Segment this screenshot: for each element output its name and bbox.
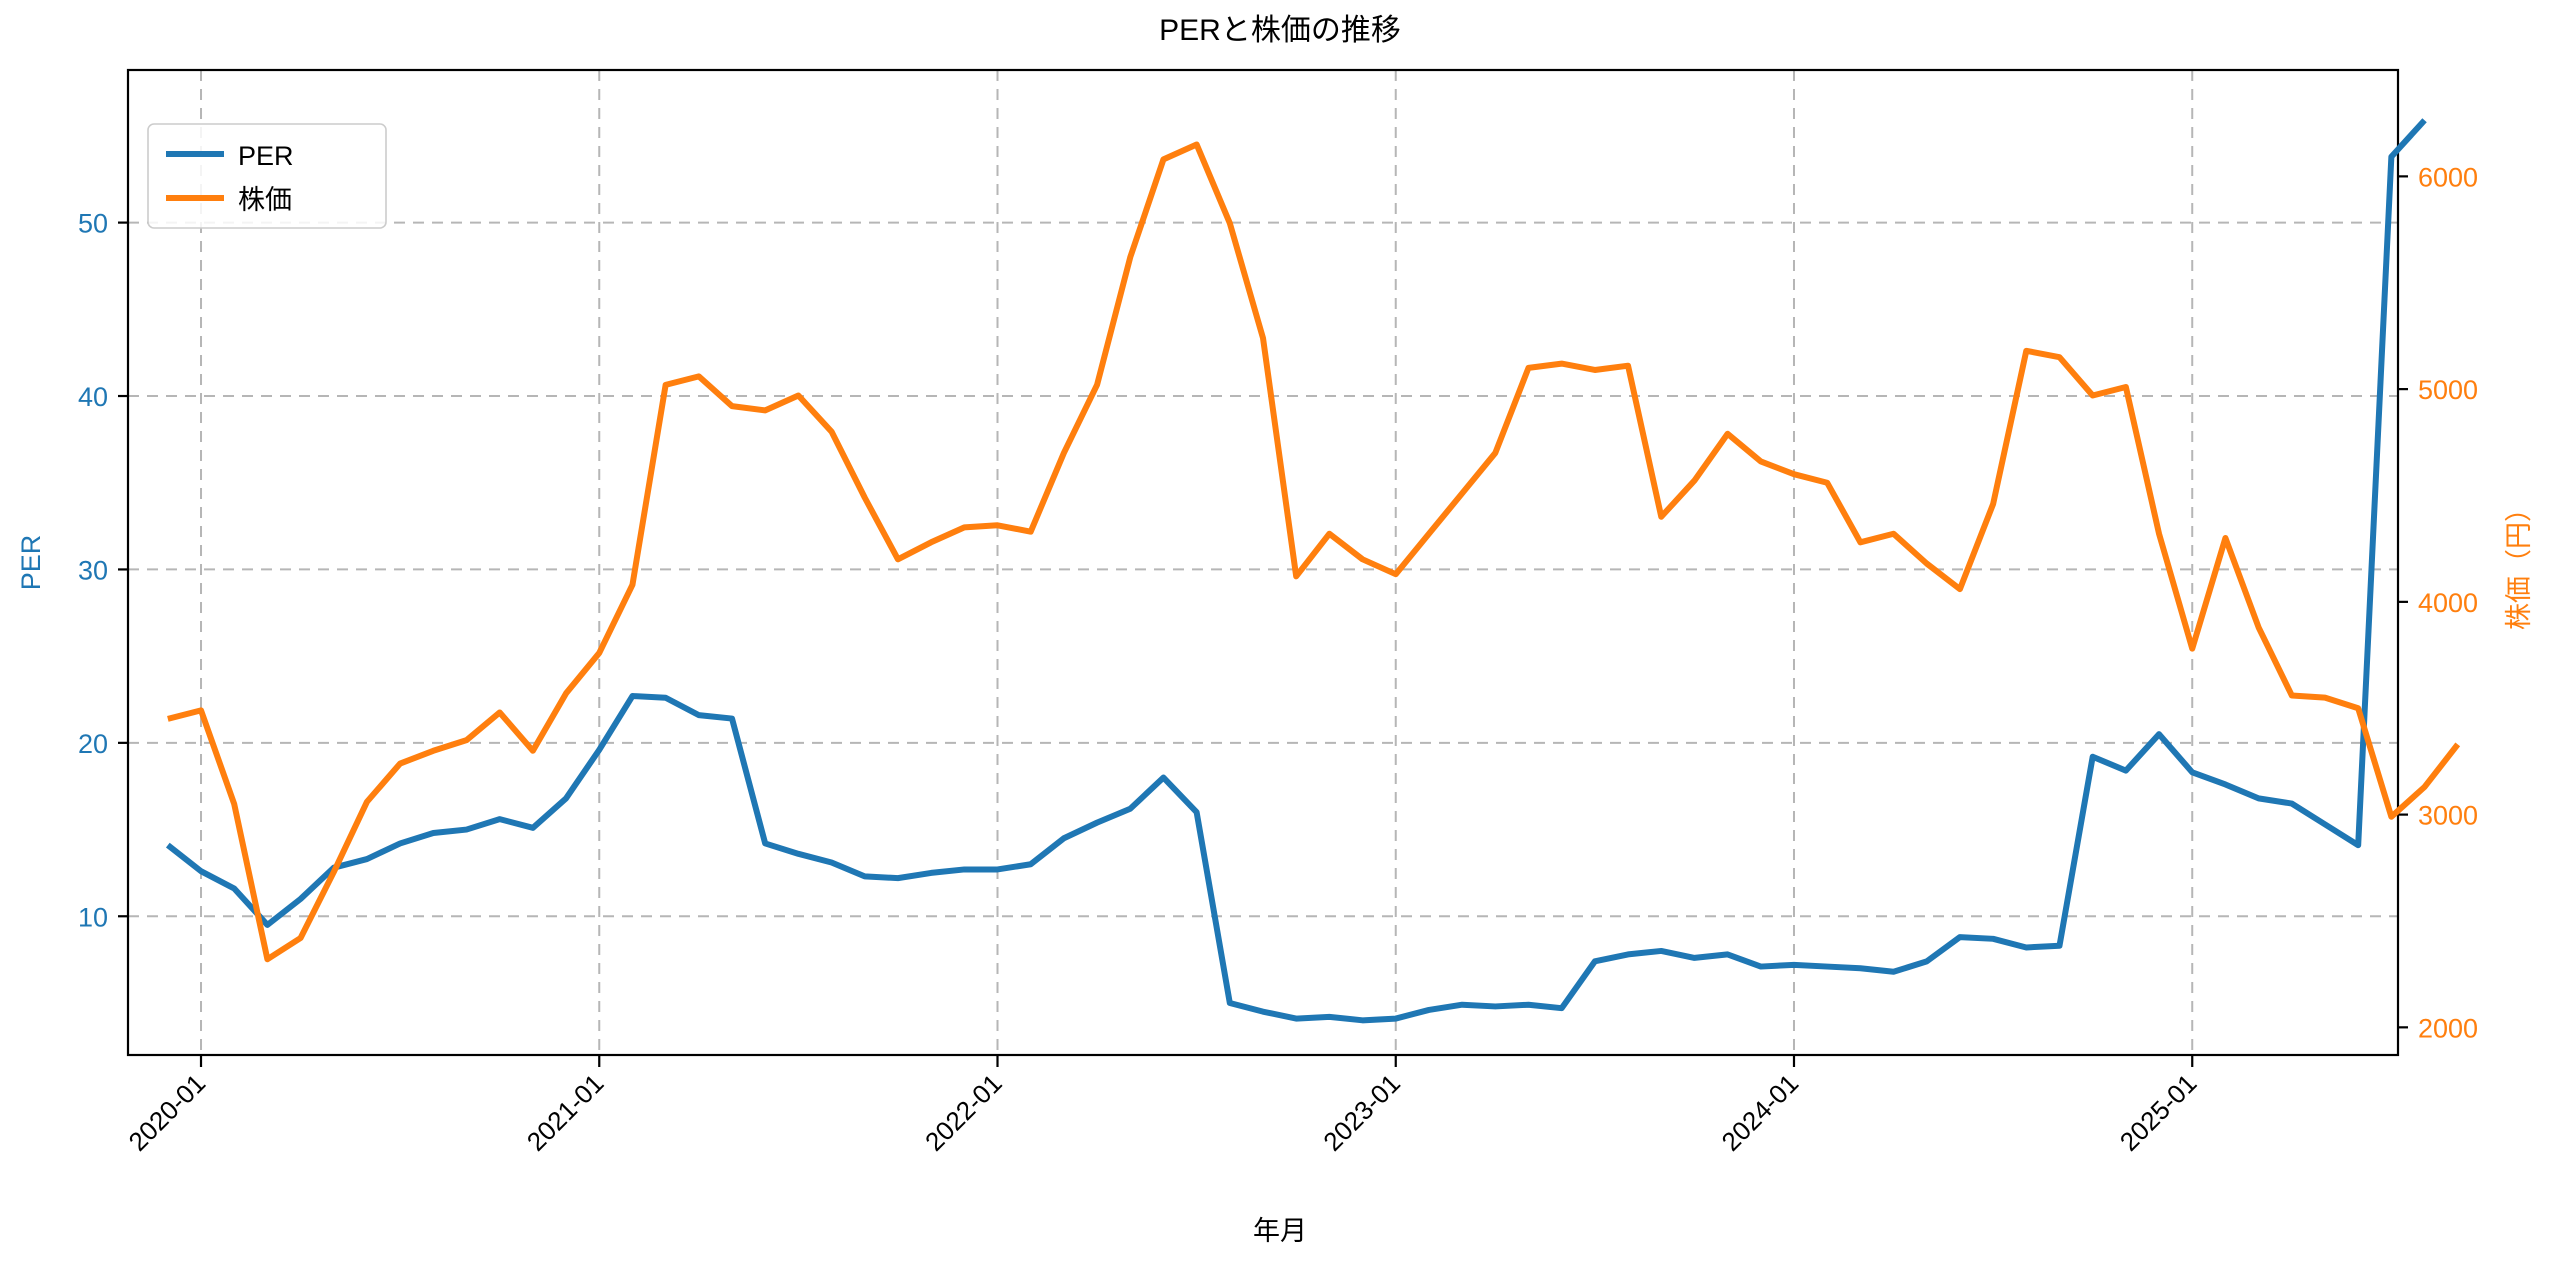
left-axis-ticks: 10 20 30 40 50 bbox=[78, 209, 128, 932]
right-axis-label: 株価（円） bbox=[2504, 495, 2534, 630]
chart-title: PERと株価の推移 bbox=[1159, 14, 1401, 47]
left-tick-label: 30 bbox=[78, 555, 108, 585]
right-tick-label: 6000 bbox=[2418, 162, 2478, 192]
right-tick-label: 3000 bbox=[2418, 801, 2478, 831]
left-axis-label: PER bbox=[16, 535, 46, 591]
series-lines bbox=[165, 118, 2461, 1024]
legend-label-kabuka: 株価 bbox=[238, 185, 292, 215]
series-line-kabuka bbox=[167, 141, 2461, 963]
left-tick-label: 20 bbox=[78, 729, 108, 759]
plot-area-frame bbox=[126, 68, 2400, 1057]
right-tick-label: 2000 bbox=[2418, 1013, 2478, 1043]
right-axis-ticks: 2000 3000 4000 5000 6000 bbox=[2398, 162, 2478, 1043]
x-axis-label: 年月 bbox=[1253, 1216, 1307, 1246]
right-tick-label: 4000 bbox=[2418, 588, 2478, 618]
legend-label-per: PER bbox=[238, 141, 294, 171]
left-tick-label: 50 bbox=[78, 209, 108, 239]
gridlines bbox=[128, 70, 2398, 1055]
chart-legend[interactable]: PER 株価 bbox=[147, 123, 387, 229]
left-tick-label: 40 bbox=[78, 382, 108, 412]
left-tick-label: 10 bbox=[78, 902, 108, 932]
series-line-per bbox=[165, 118, 2427, 1024]
right-tick-label: 5000 bbox=[2418, 375, 2478, 405]
